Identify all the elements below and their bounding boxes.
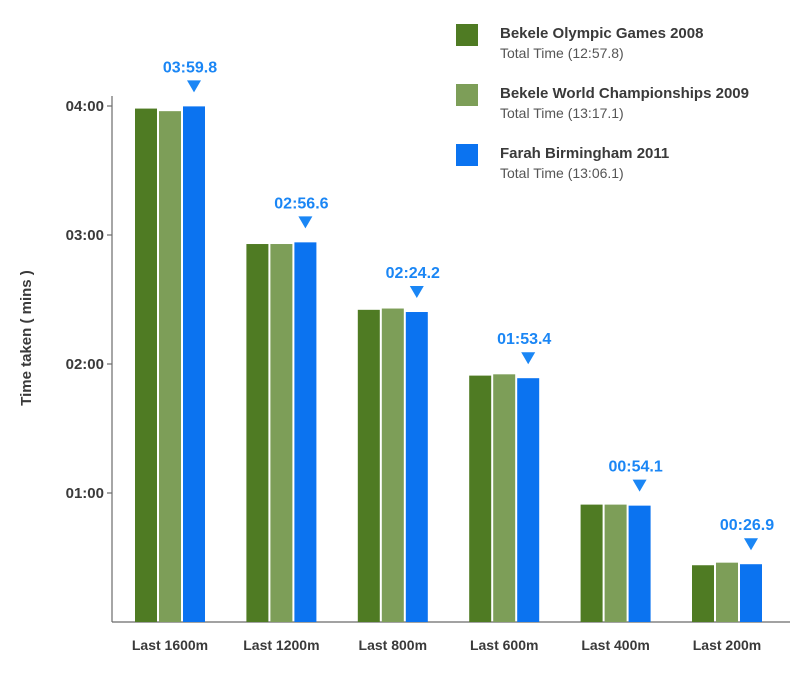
bar-2-last-1600m: [159, 111, 181, 622]
data-label: 00:54.1: [608, 459, 662, 476]
data-label: 00:26.9: [720, 517, 774, 534]
data-label-arrow: [409, 286, 424, 299]
legend-series-total: Total Time (13:06.1): [500, 165, 624, 181]
legend-series-total: Total Time (13:17.1): [500, 105, 624, 121]
bar-1-last-800m: [357, 309, 380, 622]
y-tick-label: 02:00: [66, 356, 104, 373]
bar-1-last-200m: [692, 565, 714, 622]
x-tick-labels: Last 1600m Last 1200m Last 800m Last 600m La…: [132, 637, 761, 653]
legend-series-name: Farah Birmingham 2011: [500, 145, 669, 162]
bars: [135, 106, 762, 622]
bar-2-last-600m: [493, 374, 516, 622]
bar-1-last-600m: [469, 375, 492, 622]
bar-2-last-400m: [604, 504, 627, 622]
x-tick-label: Last 600m: [470, 637, 538, 653]
data-label: 02:56.6: [274, 195, 328, 212]
bar-1-last-1200m: [246, 244, 269, 622]
legend-series-total: Total Time (12:57.8): [500, 45, 624, 61]
axes: [111, 96, 790, 623]
x-tick-label: Last 400m: [581, 637, 649, 653]
data-label-arrow: [744, 538, 758, 551]
y-tick-label: 03:00: [66, 227, 104, 244]
bar-3-last-800m: [405, 312, 428, 622]
bar-1-last-400m: [580, 504, 603, 622]
bar-3-last-200m: [740, 564, 762, 622]
y-ticks: 01:00 02:00 03:00 04:00: [66, 98, 112, 502]
bar-3-last-600m: [517, 378, 540, 622]
x-tick-label: Last 800m: [359, 637, 427, 653]
x-tick-label: Last 200m: [693, 637, 761, 653]
legend-swatch: [456, 24, 478, 46]
bar-2-last-200m: [716, 562, 738, 622]
data-label-arrow: [521, 352, 536, 365]
data-label: 02:24.2: [386, 265, 440, 282]
legend: Bekele Olympic Games 2008 Total Time (12:…: [456, 24, 749, 181]
legend-series-name: Bekele Olympic Games 2008: [500, 25, 703, 42]
bar-3-last-400m: [628, 505, 651, 622]
legend-series-name: Bekele World Championships 2009: [500, 85, 749, 102]
bar-2-last-800m: [381, 308, 404, 622]
data-label-arrow: [298, 216, 313, 229]
x-tick-label: Last 1600m: [132, 637, 208, 653]
bar-2-last-1200m: [270, 244, 293, 622]
y-tick-label: 04:00: [66, 98, 104, 115]
x-tick-label: Last 1200m: [243, 637, 319, 653]
data-label: 03:59.8: [163, 59, 217, 76]
legend-swatch: [456, 84, 478, 106]
data-label: 01:53.4: [497, 331, 551, 348]
data-labels: 03:59.8 02:56.6 02:24.2 01:53.4 00:54.1 00:26…: [163, 59, 774, 551]
data-label-arrow: [187, 80, 201, 93]
bar-3-last-1200m: [294, 242, 317, 622]
bar-3-last-1600m: [183, 106, 205, 622]
bar-1-last-1600m: [135, 108, 157, 622]
y-tick-label: 01:00: [66, 485, 104, 502]
y-axis-label: Time taken ( mins ): [18, 270, 35, 406]
data-label-arrow: [632, 479, 647, 492]
legend-swatch: [456, 144, 478, 166]
